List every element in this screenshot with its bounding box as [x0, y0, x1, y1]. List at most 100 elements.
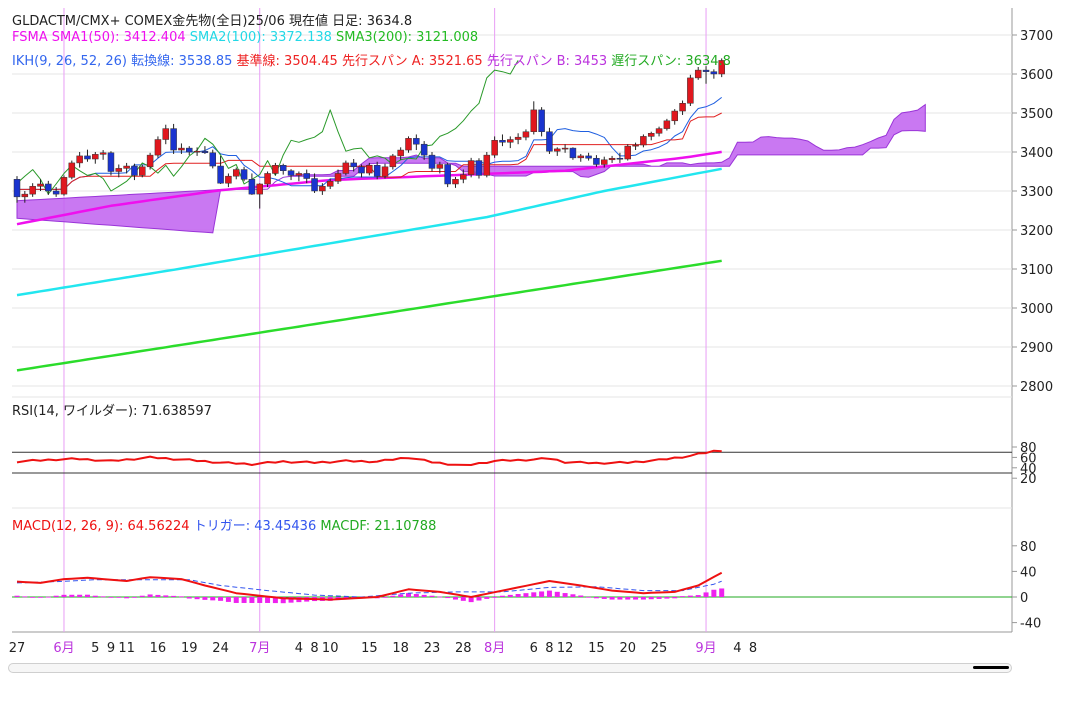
candle-body — [99, 152, 107, 155]
candle-body — [632, 144, 639, 147]
macd-line — [16, 571, 723, 601]
date-tick-label: 9 — [107, 641, 115, 656]
macdf-bar — [609, 597, 615, 600]
date-tick-label: 25 — [651, 641, 668, 656]
macdf-bar — [554, 591, 560, 597]
candle-body — [178, 147, 185, 151]
macdf-bar — [413, 594, 419, 597]
price-tick-label: 3400 — [1020, 146, 1053, 161]
candle-body — [444, 164, 451, 185]
candle-body — [507, 139, 514, 143]
macdf-bar — [452, 597, 458, 600]
candle-body — [718, 60, 725, 75]
ikh-label: IKH(9, 26, 52, 26) — [12, 54, 127, 69]
candle-body — [452, 179, 459, 185]
indicator-lines — [16, 60, 723, 372]
macdf-bar — [45, 596, 51, 598]
macdf-bar — [139, 595, 145, 597]
date-tick-label: 5 — [91, 641, 99, 656]
macdf-bar — [249, 597, 255, 603]
macdf-bar — [53, 595, 59, 597]
macdf-bar — [515, 594, 521, 597]
macdf-bar — [147, 594, 153, 597]
macdf-bar — [84, 594, 90, 597]
macdf-bar — [178, 596, 184, 598]
candle-body — [52, 190, 60, 195]
macdf-bar — [163, 595, 169, 597]
macdf-bar — [445, 597, 451, 599]
macdf-bar — [429, 595, 435, 597]
candle-body — [577, 155, 585, 159]
rsi-line — [16, 449, 722, 466]
chikou-label: 遅行スパン: 3634.8 — [611, 54, 731, 69]
candle-body — [436, 164, 444, 169]
candle-body — [671, 110, 678, 122]
macdf-bar — [194, 597, 200, 600]
macdf-bar — [523, 593, 529, 597]
header-line-2: FSMA SMA1(50): 3412.404 SMA2(100): 3372.… — [12, 30, 478, 45]
candle-body — [616, 157, 624, 160]
macdf-bar — [131, 597, 137, 598]
candle-body — [640, 136, 647, 146]
sma2-line — [16, 167, 722, 297]
candle-body — [248, 179, 256, 195]
date-tick-label: 19 — [181, 641, 198, 656]
macdf-bar — [406, 593, 411, 597]
macdf-bar — [225, 597, 231, 602]
candle-body — [389, 155, 397, 168]
macdf-bar — [546, 590, 552, 597]
candle-body — [546, 131, 553, 152]
date-tick-label: 8 — [545, 641, 553, 656]
macdf-bar — [680, 596, 686, 597]
date-tick-label: 9月 — [695, 641, 716, 656]
candle-body — [76, 155, 83, 164]
candle-body — [131, 165, 138, 176]
macdf-bar — [390, 595, 396, 597]
candle-body — [29, 186, 36, 195]
rsi-tick-label: 40 — [1020, 462, 1037, 477]
macdf-bar — [100, 596, 106, 598]
date-tick-label: 7月 — [249, 641, 270, 656]
price-tick-label: 3700 — [1020, 29, 1053, 44]
macdf-bar — [171, 595, 177, 597]
macd-label: MACD(12, 26, 9): 64.56224 — [12, 519, 190, 534]
candle-body — [154, 139, 162, 156]
rsi-tick-label: 60 — [1020, 451, 1037, 466]
candle-body — [569, 147, 577, 159]
macdf-bar — [437, 596, 443, 598]
macdf-bar — [586, 596, 592, 598]
candle-body — [295, 173, 303, 176]
date-tick-label: 20 — [619, 641, 636, 656]
macdf-bar — [241, 597, 247, 603]
candle-body — [186, 147, 193, 153]
candle-body — [460, 174, 467, 180]
candle-body — [319, 186, 326, 192]
month-separator-lines — [63, 8, 707, 632]
macdf-bar — [22, 596, 28, 598]
candlesticks — [13, 58, 725, 209]
macd-tick-label: -40 — [1020, 617, 1041, 632]
chart-scrollbar[interactable] — [8, 663, 1012, 673]
rsi-tick-label: 20 — [1020, 472, 1037, 487]
price-tick-label: 2800 — [1020, 380, 1053, 395]
candle-body — [694, 69, 702, 79]
macdf-bar — [484, 597, 490, 599]
scrollbar-thumb[interactable] — [973, 666, 1009, 669]
date-tick-label: 11 — [118, 641, 135, 656]
macdf-bar — [382, 597, 388, 598]
macdf-bar — [280, 597, 286, 604]
fsma-label: FSMA — [12, 30, 48, 45]
candle-body — [84, 155, 91, 160]
header-line-1: GLDACTM/CMX+ COMEX金先物(全日)25/06 現在値 日足: 3… — [12, 10, 412, 29]
candle-body — [366, 165, 373, 174]
candle-body — [209, 152, 216, 167]
candle-body — [522, 131, 530, 138]
macdf-bar — [617, 597, 623, 600]
candle-body — [514, 136, 522, 140]
macdf-bar — [664, 597, 670, 599]
candle-body — [624, 145, 631, 160]
macdf-bar — [288, 597, 294, 603]
candle-body — [334, 173, 342, 182]
current-price: 3634.8 — [366, 14, 413, 29]
trigger-label: トリガー: 43.45436 — [193, 519, 317, 534]
